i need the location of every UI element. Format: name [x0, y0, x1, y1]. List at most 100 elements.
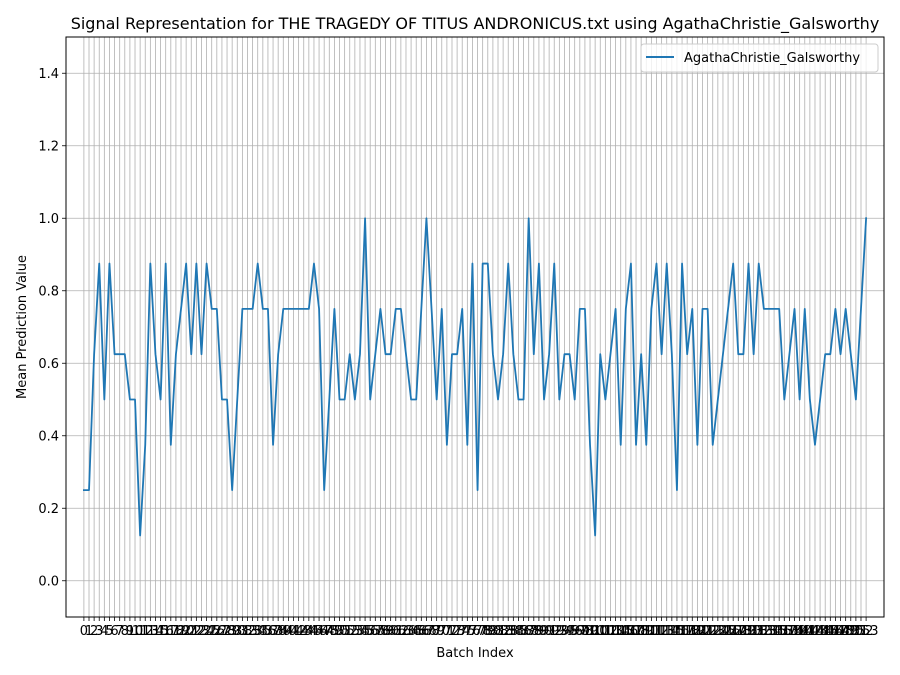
x-tick-label: 91: [541, 624, 558, 639]
x-tick-label: 6: [110, 624, 118, 639]
x-tick-label: 79: [480, 624, 497, 639]
x-tick-label: 12: [137, 624, 154, 639]
plot-frame: [65, 36, 885, 618]
x-tick-label: 121: [690, 624, 715, 639]
x-axis-ticks: 0123456789101112131415161718192021222324…: [80, 617, 879, 639]
x-tick-label: 43: [295, 624, 312, 639]
x-tick-label: 35: [255, 624, 272, 639]
x-tick-label: 9: [126, 624, 134, 639]
x-tick-label: 143: [803, 624, 828, 639]
x-tick-label: 122: [695, 624, 720, 639]
x-tick-label: 126: [716, 624, 741, 639]
x-tick-label: 98: [577, 624, 594, 639]
x-tick-label: 75: [459, 624, 476, 639]
x-tick-label: 45: [306, 624, 323, 639]
x-tick-label: 39: [275, 624, 292, 639]
y-tick-label: 0.4: [38, 429, 59, 444]
x-tick-label: 60: [382, 624, 399, 639]
x-tick-label: 56: [362, 624, 379, 639]
x-tick-label: 61: [387, 624, 404, 639]
y-tick-label: 1.0: [38, 212, 59, 227]
x-tick-label: 53: [347, 624, 364, 639]
x-tick-label: 139: [782, 624, 807, 639]
x-tick-label: 107: [619, 624, 644, 639]
chart-title: Signal Representation for THE TRAGEDY OF…: [71, 14, 880, 34]
x-tick-label: 10: [127, 624, 144, 639]
x-tick-label: 52: [341, 624, 358, 639]
x-tick-label: 125: [711, 624, 736, 639]
x-tick-label: 109: [629, 624, 654, 639]
x-tick-label: 135: [762, 624, 787, 639]
x-tick-label: 140: [787, 624, 812, 639]
x-tick-label: 28: [219, 624, 236, 639]
x-tick-label: 112: [644, 624, 669, 639]
x-tick-label: 33: [244, 624, 261, 639]
x-tick-label: 7: [116, 624, 124, 639]
x-tick-label: 55: [357, 624, 374, 639]
x-tick-label: 99: [582, 624, 599, 639]
x-tick-label: 119: [680, 624, 705, 639]
x-tick-label: 137: [772, 624, 797, 639]
x-tick-label: 130: [736, 624, 761, 639]
x-tick-label: 49: [326, 624, 343, 639]
x-tick-label: 146: [818, 624, 843, 639]
x-tick-label: 101: [588, 624, 613, 639]
x-tick-label: 13: [142, 624, 159, 639]
x-tick-label: 80: [485, 624, 502, 639]
x-tick-label: 8: [121, 624, 129, 639]
x-tick-label: 147: [823, 624, 848, 639]
x-tick-label: 136: [767, 624, 792, 639]
x-tick-label: 118: [675, 624, 700, 639]
x-tick-label: 67: [418, 624, 435, 639]
x-tick-label: 21: [183, 624, 200, 639]
y-tick-label: 0.6: [38, 357, 59, 372]
x-tick-label: 117: [670, 624, 695, 639]
y-grid-lines: [66, 72, 884, 582]
x-tick-label: 5: [105, 624, 113, 639]
x-tick-label: 2: [90, 624, 98, 639]
x-tick-label: 19: [173, 624, 190, 639]
x-tick-label: 113: [649, 624, 674, 639]
x-tick-label: 51: [336, 624, 353, 639]
x-tick-label: 30: [229, 624, 246, 639]
x-tick-label: 76: [464, 624, 481, 639]
x-tick-label: 65: [408, 624, 425, 639]
x-tick-label: 11: [132, 624, 149, 639]
y-tick-label: 1.4: [38, 67, 59, 82]
x-tick-label: 48: [321, 624, 338, 639]
x-tick-label: 105: [608, 624, 633, 639]
x-tick-label: 57: [367, 624, 384, 639]
x-tick-label: 68: [423, 624, 440, 639]
x-tick-label: 23: [193, 624, 210, 639]
x-tick-label: 120: [685, 624, 710, 639]
x-tick-label: 92: [546, 624, 563, 639]
x-tick-label: 26: [209, 624, 226, 639]
x-tick-label: 77: [469, 624, 486, 639]
x-tick-label: 142: [797, 624, 822, 639]
x-tick-label: 124: [705, 624, 730, 639]
x-tick-label: 100: [583, 624, 608, 639]
x-tick-label: 3: [95, 624, 103, 639]
x-tick-label: 44: [301, 624, 318, 639]
x-tick-label: 16: [157, 624, 174, 639]
x-tick-label: 133: [751, 624, 776, 639]
x-tick-label: 4: [100, 624, 108, 639]
y-tick-label: 0.0: [38, 574, 59, 589]
x-tick-label: 27: [214, 624, 231, 639]
x-tick-label: 95: [561, 624, 578, 639]
y-tick-label: 1.2: [38, 139, 59, 154]
x-tick-label: 71: [439, 624, 456, 639]
x-tick-label: 59: [377, 624, 394, 639]
x-tick-label: 31: [234, 624, 251, 639]
x-tick-label: 24: [198, 624, 215, 639]
x-tick-label: 50: [331, 624, 348, 639]
x-tick-label: 66: [413, 624, 430, 639]
x-tick-label: 93: [551, 624, 568, 639]
x-tick-label: 0: [80, 624, 88, 639]
x-tick-label: 85: [510, 624, 527, 639]
x-tick-label: 152: [849, 624, 874, 639]
legend-entry-label: AgathaChristie_Galsworthy: [684, 51, 860, 66]
x-tick-label: 29: [224, 624, 241, 639]
x-tick-label: 151: [843, 624, 868, 639]
x-tick-label: 131: [741, 624, 766, 639]
